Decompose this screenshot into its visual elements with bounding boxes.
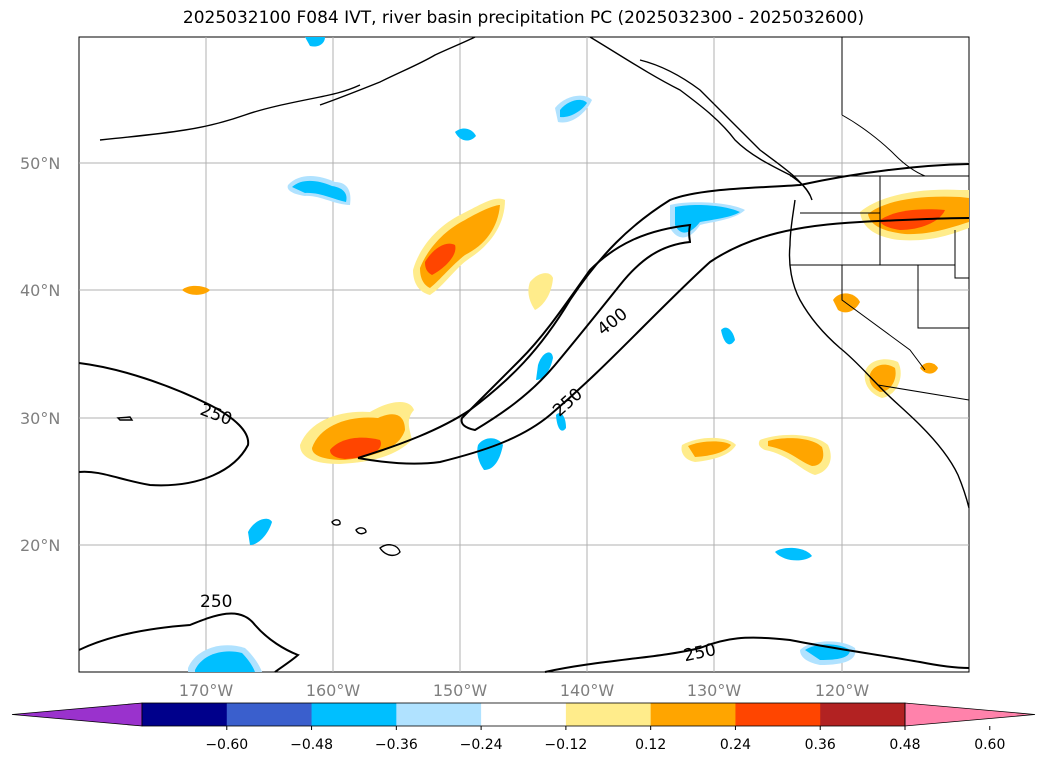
patch-neg-12 bbox=[556, 413, 566, 431]
colorbar-tick-label: 0.12 bbox=[635, 737, 666, 753]
lon-label-130: 130°W bbox=[687, 681, 742, 700]
patch-neg-3-core bbox=[560, 99, 587, 118]
bc-coast bbox=[639, 59, 811, 196]
patch-neg-13 bbox=[305, 37, 325, 47]
map-title: 2025032100 F084 IVT, river basin precipi… bbox=[182, 8, 865, 28]
colorbar: −0.60 −0.48 −0.36 −0.24 −0.12 0.12 0.24 0.36 0.4… bbox=[11, 702, 1036, 753]
colorbar-segment bbox=[142, 703, 228, 726]
colorbar-extend-max bbox=[904, 702, 1036, 727]
colorbar-tick-label: −0.60 bbox=[205, 737, 248, 753]
state-border-nv bbox=[917, 265, 969, 329]
patch-neg-8 bbox=[775, 547, 812, 561]
lon-label-170: 170°W bbox=[179, 681, 234, 700]
lat-label-50: 50°N bbox=[20, 154, 60, 173]
patch-pos-small-1 bbox=[528, 273, 553, 310]
contour-250-southeast bbox=[544, 636, 970, 673]
patch-pos-central-max bbox=[330, 437, 381, 459]
patch-neg-9 bbox=[536, 352, 553, 380]
patch-neg-6-core bbox=[195, 651, 255, 672]
ivt-contours bbox=[78, 163, 970, 673]
baja-island-1 bbox=[116, 416, 134, 421]
colorbar-tick-label: 0.36 bbox=[805, 737, 836, 753]
us-mexico-border bbox=[877, 384, 970, 401]
lon-label-150: 150°W bbox=[433, 681, 488, 700]
alaska-coast bbox=[319, 36, 476, 106]
aleutian-islands bbox=[99, 84, 361, 141]
hawaii-big-island bbox=[379, 544, 401, 557]
lat-label-20: 20°N bbox=[20, 536, 60, 555]
state-border-ut bbox=[954, 230, 969, 279]
contour-250-corridor bbox=[357, 163, 970, 459]
patch-neg-1-core bbox=[292, 180, 347, 202]
gridlines bbox=[79, 37, 969, 672]
state-border-ca-nv bbox=[841, 265, 926, 371]
patch-pos-small-3 bbox=[182, 285, 210, 295]
colorbar-tick-label: 0.60 bbox=[974, 737, 1005, 753]
lon-label-160: 160°W bbox=[306, 681, 361, 700]
colorbar-segment bbox=[650, 703, 736, 726]
colorbar-segment bbox=[565, 703, 652, 726]
us-west-coast bbox=[788, 199, 970, 509]
patch-pos-socal-core bbox=[869, 364, 896, 392]
colorbar-segment bbox=[735, 703, 821, 726]
colorbar-outline bbox=[141, 702, 906, 727]
patch-pos-small-4 bbox=[920, 362, 938, 374]
political-boundaries bbox=[790, 37, 970, 401]
latitude-labels: 50°N 40°N 30°N 20°N bbox=[20, 154, 60, 555]
patch-pos-east-2-core bbox=[688, 441, 731, 457]
coastlines bbox=[99, 36, 970, 557]
patch-pos-north-max bbox=[425, 243, 456, 275]
patch-pos-east-1-core bbox=[768, 438, 824, 466]
bc-alberta-border bbox=[841, 114, 926, 177]
colorbar-segment bbox=[311, 703, 397, 726]
patch-neg-5 bbox=[248, 518, 272, 545]
colorbar-segment bbox=[820, 703, 906, 726]
colorbar-tick-label: −0.36 bbox=[375, 737, 418, 753]
lat-label-30: 30°N bbox=[20, 409, 60, 428]
patch-neg-10 bbox=[721, 327, 735, 345]
colorbar-segment bbox=[481, 703, 567, 726]
colorbar-tick-label: −0.48 bbox=[290, 737, 333, 753]
lon-label-120: 120°W bbox=[815, 681, 870, 700]
colorbar-segment bbox=[396, 703, 482, 726]
contour-250-west bbox=[78, 362, 250, 487]
longitude-labels: 170°W 160°W 150°W 140°W 130°W 120°W bbox=[179, 681, 870, 700]
patch-neg-11 bbox=[455, 128, 476, 141]
colorbar-tick-label: 0.24 bbox=[720, 737, 751, 753]
patch-neg-2-core bbox=[675, 204, 740, 233]
lat-label-40: 40°N bbox=[20, 281, 60, 300]
hawaii-maui bbox=[355, 527, 367, 535]
lon-label-140: 140°W bbox=[560, 681, 615, 700]
alaska-panhandle bbox=[589, 36, 813, 201]
contour-250-southwest bbox=[78, 612, 300, 673]
patch-neg-4 bbox=[477, 438, 503, 470]
contour-250-corridor-south bbox=[357, 217, 970, 465]
positive-pc-patches bbox=[182, 189, 969, 475]
contour-400 bbox=[460, 223, 692, 432]
colorbar-tick-label: 0.48 bbox=[889, 737, 920, 753]
colorbar-tick-label: −0.24 bbox=[460, 737, 503, 753]
colorbar-segment bbox=[226, 703, 313, 726]
contour-label-250-southwest: 250 bbox=[200, 592, 232, 612]
colorbar-tick-label: −0.12 bbox=[544, 737, 587, 753]
colorbar-extend-min bbox=[11, 702, 143, 727]
hawaii-oahu bbox=[331, 519, 341, 526]
